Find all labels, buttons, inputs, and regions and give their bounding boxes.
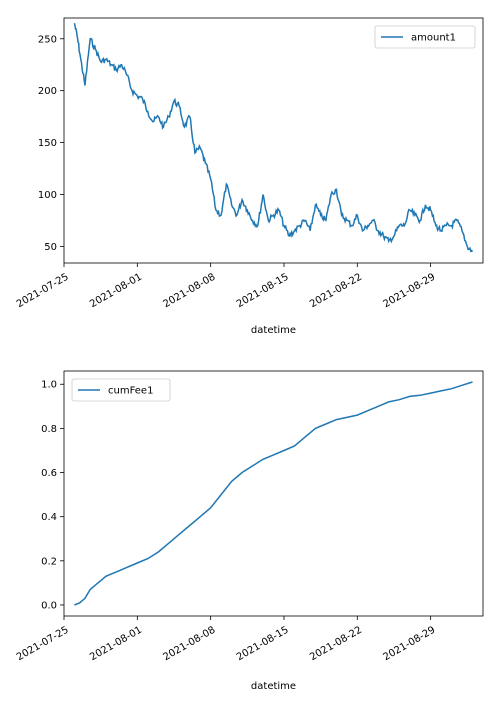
y-tick-label: 0.0 — [41, 600, 57, 611]
y-tick-label: 0.4 — [41, 512, 57, 523]
cumfee-chart-legend-box — [71, 378, 171, 402]
amount-chart-plot-area — [63, 17, 484, 264]
x-tick-label: 2021-08-08 — [162, 625, 218, 664]
cumfee-chart: 0.00.20.40.60.81.0 2021-07-25 2021-08-01 2… — [15, 370, 484, 692]
y-tick-label: 150 — [38, 138, 57, 149]
x-tick-label: 2021-07-25 — [15, 625, 71, 664]
amount-chart-x-axis-label: datetime — [251, 325, 296, 336]
amount-chart-legend-box — [374, 25, 476, 49]
x-tick-label: 2021-07-25 — [15, 272, 71, 311]
amount1-series-line — [73, 23, 474, 253]
amount-chart-y-ticks: 50 100 150 200 250 — [38, 34, 64, 253]
x-tick-label: 2021-08-15 — [235, 625, 291, 664]
y-tick-label: 200 — [38, 86, 57, 97]
x-tick-label: 2021-08-22 — [308, 625, 364, 664]
cumfee-chart-x-axis-label: datetime — [251, 681, 296, 692]
cumfee1-series-line — [74, 381, 473, 606]
cumfee-chart-x-ticks: 2021-07-25 2021-08-01 2021-08-08 2021-08-15… — [15, 616, 437, 663]
y-tick-label: 250 — [38, 34, 57, 45]
amount-chart-x-ticks: 2021-07-25 2021-08-01 2021-08-08 2021-08-15… — [15, 263, 437, 310]
cumfee1-legend-label: cumFee1 — [108, 386, 153, 397]
y-tick-label: 0.6 — [41, 468, 57, 479]
x-tick-label: 2021-08-01 — [88, 272, 144, 311]
amount-chart-legend: amount1 — [374, 25, 476, 49]
y-tick-label: 0.8 — [41, 424, 57, 435]
y-tick-label: 1.0 — [41, 380, 57, 391]
cumfee-chart-y-ticks: 0.0 0.2 0.4 0.6 0.8 1.0 — [41, 380, 64, 611]
y-tick-label: 50 — [44, 242, 57, 253]
y-tick-label: 100 — [38, 190, 57, 201]
y-tick-label: 0.2 — [41, 556, 57, 567]
x-tick-label: 2021-08-22 — [308, 272, 364, 311]
x-tick-label: 2021-08-29 — [381, 272, 437, 311]
x-tick-label: 2021-08-15 — [235, 272, 291, 311]
cumfee-chart-legend: cumFee1 — [71, 378, 171, 402]
amount1-legend-label: amount1 — [411, 33, 456, 44]
cumfee-chart-plot-area — [63, 370, 484, 617]
x-tick-label: 2021-08-01 — [88, 625, 144, 664]
x-tick-label: 2021-08-08 — [162, 272, 218, 311]
x-tick-label: 2021-08-29 — [381, 625, 437, 664]
